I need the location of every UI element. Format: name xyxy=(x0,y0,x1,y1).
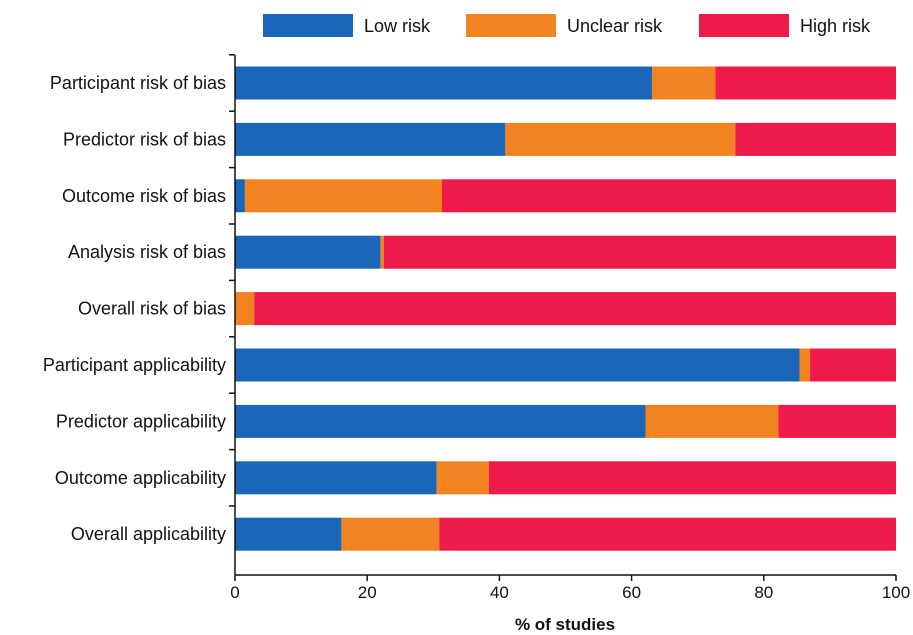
bar-predictor-applicability-unclear-risk xyxy=(645,404,779,438)
legend: Low risk Unclear risk High risk xyxy=(263,14,871,37)
legend-label-unclear-risk: Unclear risk xyxy=(567,16,663,36)
x-ticks: 0 20 40 60 80 100 xyxy=(230,575,910,602)
x-tick-label: 80 xyxy=(754,583,773,602)
x-tick-label: 20 xyxy=(358,583,377,602)
bar-analysis-risk-of-bias-unclear-risk xyxy=(380,235,384,269)
x-axis-title: % of studies xyxy=(515,615,615,634)
bar-overall-applicability-low-risk xyxy=(235,517,342,551)
bar-overall-risk-of-bias-high-risk xyxy=(254,292,897,326)
bar-participant-risk-of-bias-low-risk xyxy=(235,66,653,100)
category-label-overall-applicability: Overall applicability xyxy=(71,524,226,544)
bar-participant-applicability-high-risk xyxy=(810,348,896,382)
legend-swatch-low-risk xyxy=(263,14,353,37)
axes xyxy=(229,54,896,576)
bar-outcome-applicability-unclear-risk xyxy=(436,461,489,495)
category-label-outcome-risk-of-bias: Outcome risk of bias xyxy=(62,186,226,206)
legend-swatch-high-risk xyxy=(699,14,789,37)
category-label-participant-risk-of-bias: Participant risk of bias xyxy=(50,73,226,93)
bar-overall-risk-of-bias-unclear-risk xyxy=(235,292,255,326)
category-label-overall-risk-of-bias: Overall risk of bias xyxy=(78,299,226,319)
bar-predictor-applicability-high-risk xyxy=(778,404,896,438)
bar-outcome-risk-of-bias-unclear-risk xyxy=(244,179,442,213)
bar-outcome-applicability-low-risk xyxy=(235,461,437,495)
category-label-predictor-applicability: Predictor applicability xyxy=(56,411,226,431)
legend-label-high-risk: High risk xyxy=(800,16,871,36)
bar-participant-risk-of-bias-unclear-risk xyxy=(652,66,716,100)
x-tick-label: 100 xyxy=(882,583,910,602)
bar-outcome-risk-of-bias-high-risk xyxy=(441,179,896,213)
bar-analysis-risk-of-bias-high-risk xyxy=(383,235,897,269)
bar-overall-applicability-unclear-risk xyxy=(341,517,440,551)
bar-predictor-applicability-low-risk xyxy=(235,404,646,438)
category-label-predictor-risk-of-bias: Predictor risk of bias xyxy=(63,129,226,149)
x-tick-label: 0 xyxy=(230,583,239,602)
bar-predictor-risk-of-bias-high-risk xyxy=(735,122,896,156)
bar-predictor-risk-of-bias-low-risk xyxy=(235,122,506,156)
bar-analysis-risk-of-bias-low-risk xyxy=(235,235,381,269)
bar-overall-applicability-high-risk xyxy=(439,517,896,551)
bar-participant-applicability-low-risk xyxy=(235,348,800,382)
legend-swatch-unclear-risk xyxy=(466,14,556,37)
x-tick-label: 60 xyxy=(622,583,641,602)
bar-participant-applicability-unclear-risk xyxy=(799,348,811,382)
bars xyxy=(235,66,897,551)
bar-participant-risk-of-bias-high-risk xyxy=(715,66,896,100)
bar-predictor-risk-of-bias-unclear-risk xyxy=(505,122,736,156)
x-tick-label: 40 xyxy=(490,583,509,602)
bar-outcome-risk-of-bias-low-risk xyxy=(235,179,245,213)
category-label-outcome-applicability: Outcome applicability xyxy=(55,468,226,488)
category-labels: Participant risk of bias Predictor risk o… xyxy=(43,73,226,544)
legend-label-low-risk: Low risk xyxy=(364,16,431,36)
category-label-participant-applicability: Participant applicability xyxy=(43,355,226,375)
category-label-analysis-risk-of-bias: Analysis risk of bias xyxy=(68,242,226,262)
bar-outcome-applicability-high-risk xyxy=(488,461,896,495)
